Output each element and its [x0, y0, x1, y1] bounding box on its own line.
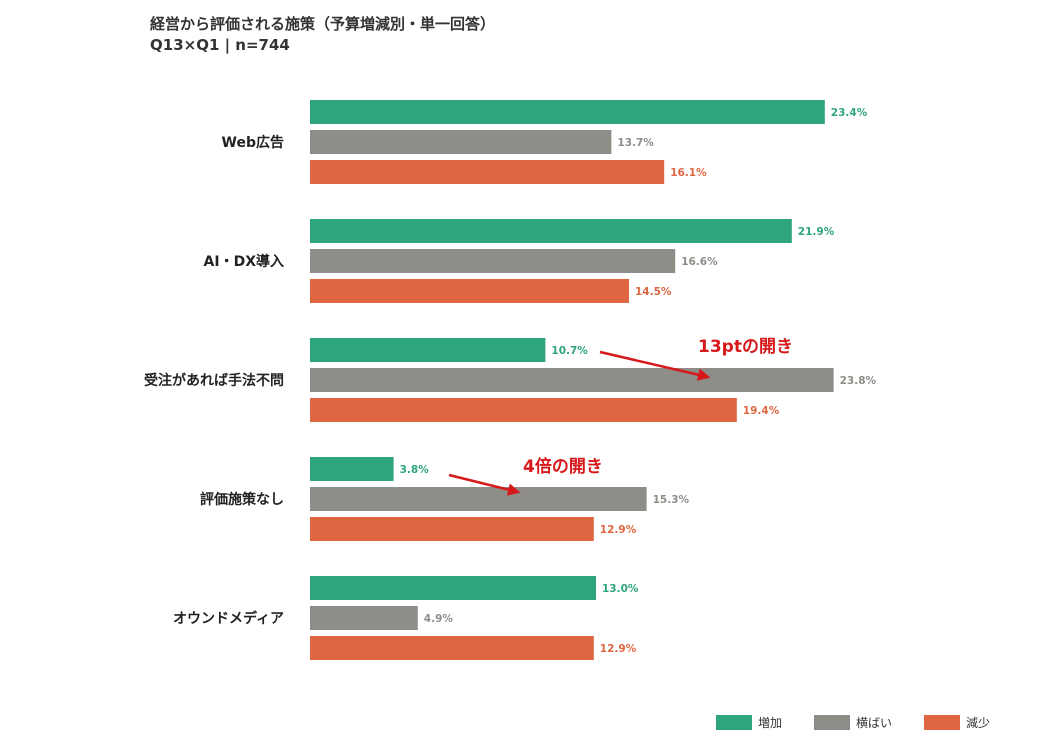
- value-label: 10.7%: [551, 345, 588, 357]
- bar: [310, 636, 594, 660]
- category-label: 評価施策なし: [200, 491, 284, 508]
- category-label: オウンドメディア: [173, 610, 284, 627]
- value-label: 3.8%: [400, 464, 430, 476]
- value-label: 14.5%: [635, 286, 672, 298]
- bar: [310, 279, 629, 303]
- bar: [310, 457, 394, 481]
- bar: [310, 249, 676, 273]
- value-label: 21.9%: [798, 226, 835, 238]
- value-label: 13.7%: [617, 137, 654, 149]
- legend-label: 減少: [966, 715, 990, 730]
- bar: [310, 219, 792, 243]
- bar: [310, 338, 546, 362]
- bar: [310, 606, 418, 630]
- category-label: AI・DX導入: [204, 253, 284, 270]
- bars-layer: [310, 100, 834, 660]
- bar: [310, 100, 825, 124]
- bar: [310, 487, 647, 511]
- legend-label: 横ばい: [856, 716, 892, 730]
- value-labels: 23.4% 13.7% 16.1% 21.9% 16.6% 14.5% 10.7% 23.8%…: [400, 107, 877, 655]
- bar: [310, 368, 834, 392]
- value-label: 23.4%: [831, 107, 868, 119]
- value-label: 19.4%: [743, 405, 780, 417]
- value-label: 15.3%: [653, 494, 690, 506]
- value-label: 16.1%: [670, 167, 707, 179]
- chart-title-block: 経営から評価される施策（予算増減別・単一回答） Q13×Q1 | n=744: [150, 14, 495, 56]
- legend-swatch: [716, 715, 752, 730]
- annotations-layer: 13ptの開き 4倍の開き: [448, 337, 793, 496]
- legend-swatch: [814, 715, 850, 730]
- category-label: 受注があれば手法不問: [144, 372, 284, 389]
- value-label: 12.9%: [600, 643, 637, 655]
- chart-subtitle: Q13×Q1 | n=744: [150, 36, 290, 54]
- bar: [310, 576, 596, 600]
- category-label: Web広告: [222, 134, 284, 151]
- annotation-arrow: [448, 473, 521, 496]
- value-label: 23.8%: [840, 375, 877, 387]
- value-label: 4.9%: [424, 613, 454, 625]
- annotation-arrow: [599, 350, 711, 381]
- value-label: 12.9%: [600, 524, 637, 536]
- bar: [310, 130, 612, 154]
- legend-label: 増加: [758, 716, 782, 730]
- value-label: 16.6%: [681, 256, 718, 268]
- value-label: 13.0%: [602, 583, 639, 595]
- bar: [310, 160, 665, 184]
- annotation-text: 13ptの開き: [698, 337, 793, 357]
- legend: 増加 横ばい 減少: [716, 715, 990, 730]
- annotation-text: 4倍の開き: [523, 456, 603, 477]
- chart-title: 経営から評価される施策（予算増減別・単一回答）: [150, 15, 496, 33]
- bar: [310, 517, 594, 541]
- bar: [310, 398, 737, 422]
- legend-swatch: [924, 715, 960, 730]
